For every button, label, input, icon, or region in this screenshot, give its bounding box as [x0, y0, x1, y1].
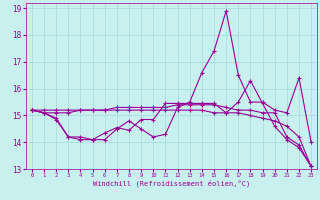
X-axis label: Windchill (Refroidissement éolien,°C): Windchill (Refroidissement éolien,°C) [93, 180, 250, 187]
